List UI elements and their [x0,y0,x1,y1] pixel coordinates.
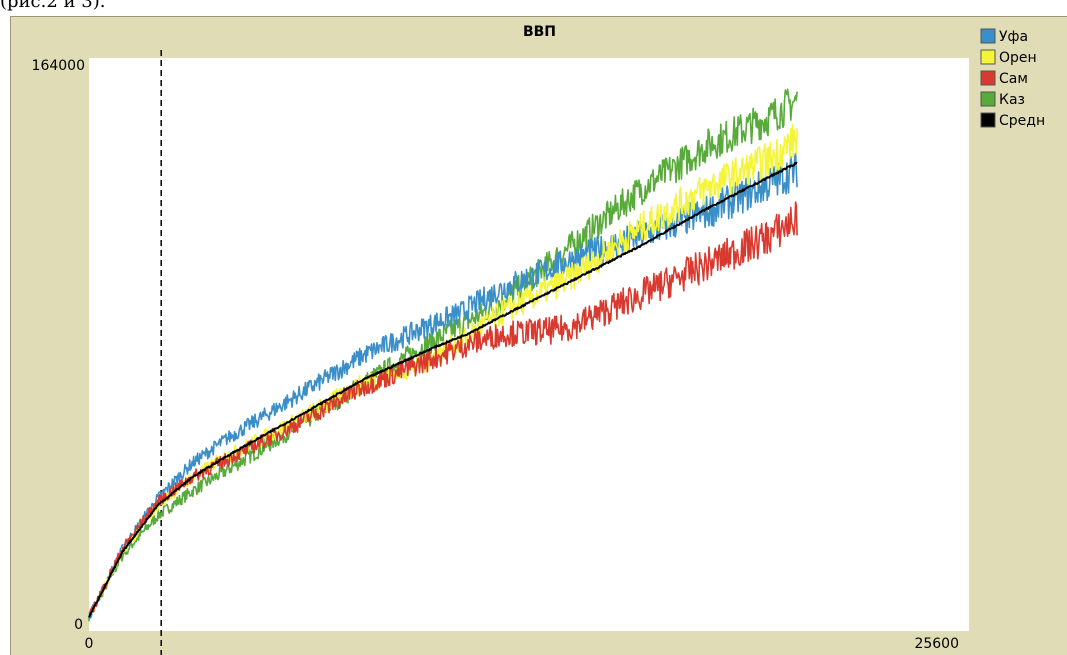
legend-label-Сам: Сам [999,71,1028,87]
legend-swatch-Уфа [980,28,996,44]
x-tick-label-min: 0 [85,636,94,652]
series-line-Каз [88,88,798,622]
y-tick-label-max: 164000 [32,58,85,74]
legend-label-Каз: Каз [999,92,1025,108]
y-tick-label-min: 0 [74,617,83,633]
legend-swatch-Орен [980,49,996,65]
series-line-Уфа [88,152,798,619]
legend-swatch-Средн [980,112,996,128]
x-tick-label-max: 25600 [914,636,959,652]
legend-label-Уфа: Уфа [999,29,1028,45]
plot-area [89,58,969,631]
chart-title: ВВП [522,24,557,40]
legend-label-Средн: Средн [999,113,1045,129]
series-line-Средн [88,161,798,618]
legend-label-Орен: Орен [999,50,1037,66]
legend-swatch-Сам [980,70,996,86]
legend-swatch-Каз [980,91,996,107]
document-caption-fragment: (рис.2 и 3). [0,0,106,12]
